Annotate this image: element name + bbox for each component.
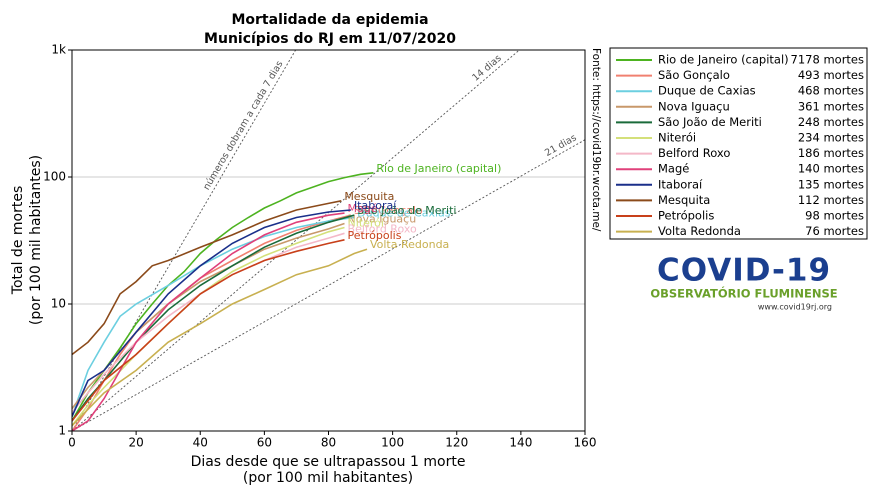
series-end-label: Mesquita	[344, 190, 394, 203]
x-axis-label: (por 100 mil habitantes)	[243, 470, 413, 485]
series-end-label: Petrópolis	[348, 229, 402, 242]
legend-total: 98 mortes	[805, 209, 864, 223]
legend-total: 186 mortes	[798, 146, 864, 160]
x-tick-label: 140	[509, 436, 532, 450]
series-end-label: Duque de Caxias	[357, 206, 451, 219]
series-line	[72, 209, 351, 417]
series-line	[72, 239, 345, 422]
series-line	[72, 172, 374, 422]
y-tick-label: 1k	[51, 43, 66, 57]
legend-total: 135 mortes	[798, 177, 864, 191]
legend-total: 234 mortes	[798, 131, 864, 145]
reference-label: números dobram a cada 7 dias	[201, 59, 285, 192]
legend-box	[609, 47, 868, 240]
legend-total: 361 mortes	[798, 99, 864, 113]
reference-line	[72, 50, 297, 431]
x-tick-label: 160	[574, 436, 597, 450]
logo-title: COVID-19	[657, 253, 831, 289]
legend-label: Mesquita	[658, 193, 710, 207]
legend-total: 493 mortes	[798, 68, 864, 82]
legend-label: Itaboraí	[658, 177, 703, 191]
legend-label: Niterói	[658, 131, 696, 145]
legend-label: Magé	[658, 162, 689, 176]
legend-total: 112 mortes	[798, 193, 864, 207]
y-tick-label: 10	[51, 297, 66, 311]
legend-total: 140 mortes	[798, 162, 864, 176]
legend-label: Belford Roxo	[658, 146, 730, 160]
series-line	[72, 212, 345, 431]
series-line	[72, 216, 355, 417]
series-line	[72, 200, 342, 356]
x-tick-label: 0	[68, 436, 76, 450]
legend-total: 76 mortes	[805, 224, 864, 238]
x-axis-label: Dias desde que se ultrapassou 1 morte	[191, 454, 466, 470]
series-end-label: Rio de Janeiro (capital)	[376, 162, 501, 175]
x-tick-label: 80	[321, 436, 336, 450]
series-end-label: São Gonçalo	[354, 204, 423, 217]
x-tick-label: 120	[445, 436, 468, 450]
x-tick-label: 60	[257, 436, 272, 450]
series-end-label: Niterói	[348, 217, 384, 230]
series-line	[72, 222, 345, 410]
legend-total: 248 mortes	[798, 115, 864, 129]
legend-label: Volta Redonda	[658, 224, 741, 238]
chart-title: Mortalidade da epidemia	[231, 12, 428, 28]
legend-label: Petrópolis	[658, 209, 714, 223]
series-line	[72, 248, 368, 427]
legend-label: Nova Iguaçu	[658, 99, 730, 113]
legend-total: 7178 mortes	[791, 53, 864, 67]
y-axis-label: (por 100 mil habitantes)	[28, 155, 44, 325]
x-tick-label: 40	[193, 436, 208, 450]
chart-subtitle: Municípios do RJ em 11/07/2020	[204, 31, 456, 47]
source: Fonte: https://covid19br.wcota.me/	[590, 48, 602, 232]
series-end-label: Belford Roxo	[348, 222, 417, 235]
y-tick-label: 1	[58, 424, 66, 438]
series-line	[72, 214, 355, 422]
logo-url: www.covid19rj.org	[758, 303, 832, 312]
legend-total: 468 mortes	[798, 84, 864, 98]
series-end-label: Volta Redonda	[370, 238, 449, 251]
legend-label: São Gonçalo	[658, 68, 730, 82]
logo-subtitle: OBSERVATÓRIO FLUMINENSE	[650, 286, 837, 301]
legend-label: Rio de Janeiro (capital)	[658, 53, 789, 67]
series-end-label: Itaboraí	[354, 199, 397, 212]
legend-label: Duque de Caxias	[658, 84, 756, 98]
series-end-label: Magé	[348, 202, 378, 215]
reference-line	[72, 139, 585, 431]
legend-label: São João de Meriti	[658, 115, 762, 129]
reference-label: 14 dias	[470, 53, 503, 84]
series-end-label: Nova Iguaçu	[348, 213, 417, 226]
plot-frame	[71, 49, 586, 432]
x-tick-label: 100	[381, 436, 404, 450]
x-tick-label: 20	[128, 436, 143, 450]
y-tick-label: 100	[43, 170, 66, 184]
y-axis-label: Total de mortes	[10, 186, 26, 295]
reference-label: 21 dias	[543, 132, 579, 159]
series-end-label: São João de Meriti	[357, 204, 456, 217]
